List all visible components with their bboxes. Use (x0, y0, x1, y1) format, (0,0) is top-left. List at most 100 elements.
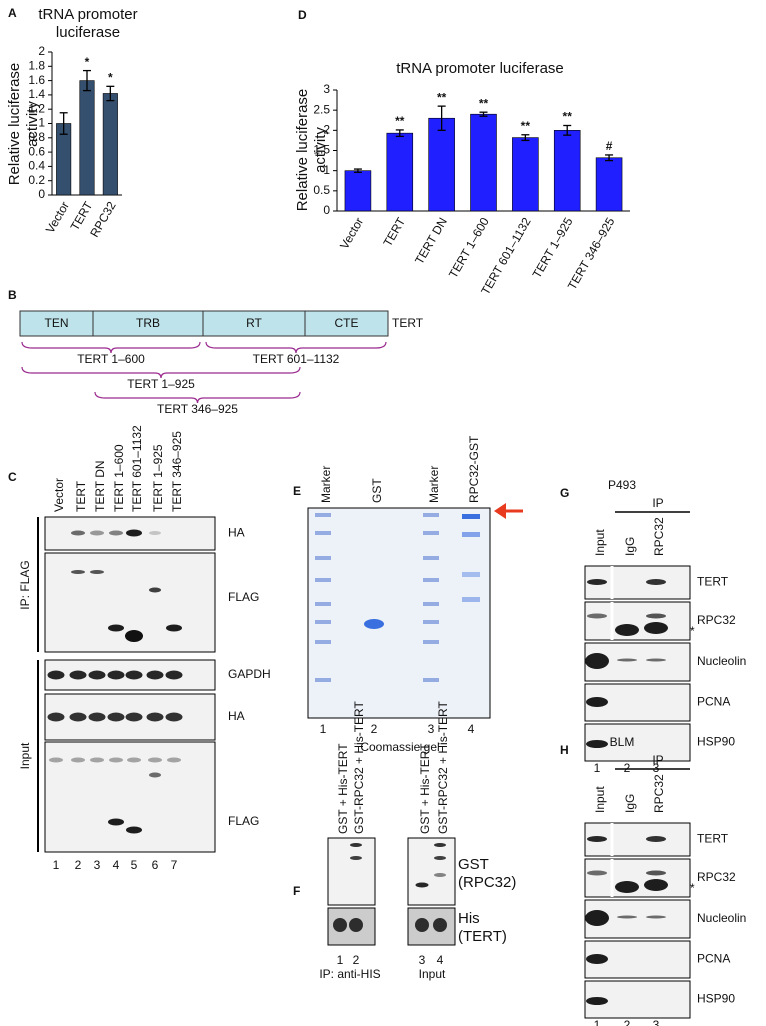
lane-number: 2 (371, 722, 378, 736)
gel (307, 507, 491, 719)
blot-band (434, 873, 446, 877)
gel-band (423, 531, 439, 535)
fragment-label: TERT 601–1132 (253, 352, 340, 366)
blot (584, 601, 691, 641)
panel-letter: E (293, 484, 301, 498)
blot-band (586, 997, 608, 1005)
blot-band (587, 836, 607, 842)
blot-band (146, 670, 164, 680)
lane-label: GST-RPC32 + His-TERT (352, 701, 366, 834)
blot-band (149, 587, 161, 593)
significance-label: ** (395, 114, 405, 128)
bar (102, 93, 118, 196)
blot-band (434, 843, 446, 847)
lane-label: Input (593, 529, 607, 556)
fragment-brace (94, 391, 301, 404)
blot-label: FLAG (228, 590, 259, 604)
panel-letter: G (560, 486, 569, 500)
significance-label: ** (479, 96, 489, 110)
blot-label: TERT (697, 832, 729, 846)
gel-band (423, 578, 439, 582)
x-tick-label: Vector (337, 215, 366, 251)
domain-box (19, 310, 94, 337)
blot-band (109, 757, 123, 763)
y-tick-label: 0 (38, 187, 45, 201)
blot-band (415, 918, 429, 932)
gel-band (423, 602, 439, 606)
blot-band (585, 653, 609, 669)
blot-band (587, 579, 607, 585)
lane-number: 5 (131, 858, 138, 872)
ip-label: IP (652, 496, 663, 510)
significance-label: ** (437, 90, 447, 104)
x-tick-label: TERT 1–925 (530, 215, 576, 281)
lane-number: 2 (75, 858, 82, 872)
blot-band (47, 670, 65, 680)
blot-band (615, 881, 639, 893)
y-tick-label: 0.2 (28, 173, 45, 187)
x-tick-label: TERT DN (412, 215, 450, 267)
blot-band (646, 658, 666, 662)
blot-label: PCNA (697, 952, 730, 966)
blot-band (126, 826, 142, 834)
lane-number: 1 (594, 1018, 601, 1026)
y-axis-label: Relative luciferase activity (6, 62, 41, 186)
y-axis-label: Relative luciferase activity (294, 88, 329, 212)
gel-band (423, 556, 439, 560)
fragment-brace (21, 341, 201, 354)
lane-label: RPC32 (652, 517, 666, 556)
blot-band (166, 624, 182, 632)
domain-box (202, 310, 306, 337)
lane-number: 6 (152, 858, 159, 872)
gel-band (315, 678, 331, 682)
gel-band (462, 514, 480, 519)
blot-band (415, 882, 429, 888)
lane-label: IgG (623, 794, 637, 813)
group-label: Input (18, 742, 32, 769)
significance-label: ** (563, 110, 573, 124)
blot-band (71, 757, 85, 763)
blot-band (71, 570, 85, 574)
domain-label: TRB (136, 316, 160, 330)
blot-label: TERT (697, 575, 729, 589)
domain-box (304, 310, 389, 337)
y-tick-label: 1.4 (28, 87, 45, 101)
blot-band (146, 712, 164, 722)
blot-band (90, 530, 104, 536)
lane-number: 1 (337, 953, 344, 967)
lane-number: 2 (624, 1018, 631, 1026)
blot (407, 907, 456, 946)
blot-band (88, 670, 106, 680)
y-tick-label: 1 (38, 116, 45, 130)
bar (386, 132, 414, 212)
blot-band (349, 918, 363, 932)
cell-line: BLM (610, 735, 635, 749)
bar (344, 170, 372, 212)
blot-band (109, 530, 123, 536)
blot-band (646, 836, 666, 842)
blot-band (586, 697, 608, 707)
gel-band (315, 620, 331, 624)
blot-band (615, 624, 639, 636)
blot-band (646, 915, 666, 919)
lane-number: 2 (624, 761, 631, 775)
blot-band (646, 613, 666, 619)
blot-band (148, 757, 162, 763)
blot-label: FLAG (228, 814, 259, 828)
y-tick-label: 1.2 (28, 101, 45, 115)
lane-label: RPC32 (652, 774, 666, 813)
blot-label: GAPDH (228, 667, 271, 681)
chart-title: tRNA promoter luciferase (38, 6, 138, 41)
significance-label: # (606, 139, 613, 153)
y-tick-label: 2.5 (313, 102, 330, 116)
lane-label: TERT (74, 480, 88, 512)
blot-band (350, 856, 362, 860)
y-tick-label: 0.5 (313, 183, 330, 197)
gel-caption: Coomassie gel (360, 740, 439, 754)
lane-number: 3 (428, 722, 435, 736)
lane-label: TERT 1–600 (112, 444, 126, 512)
lane-number: 1 (320, 722, 327, 736)
group-label: IP: FLAG (18, 560, 32, 609)
panel-letter: B (8, 288, 17, 302)
